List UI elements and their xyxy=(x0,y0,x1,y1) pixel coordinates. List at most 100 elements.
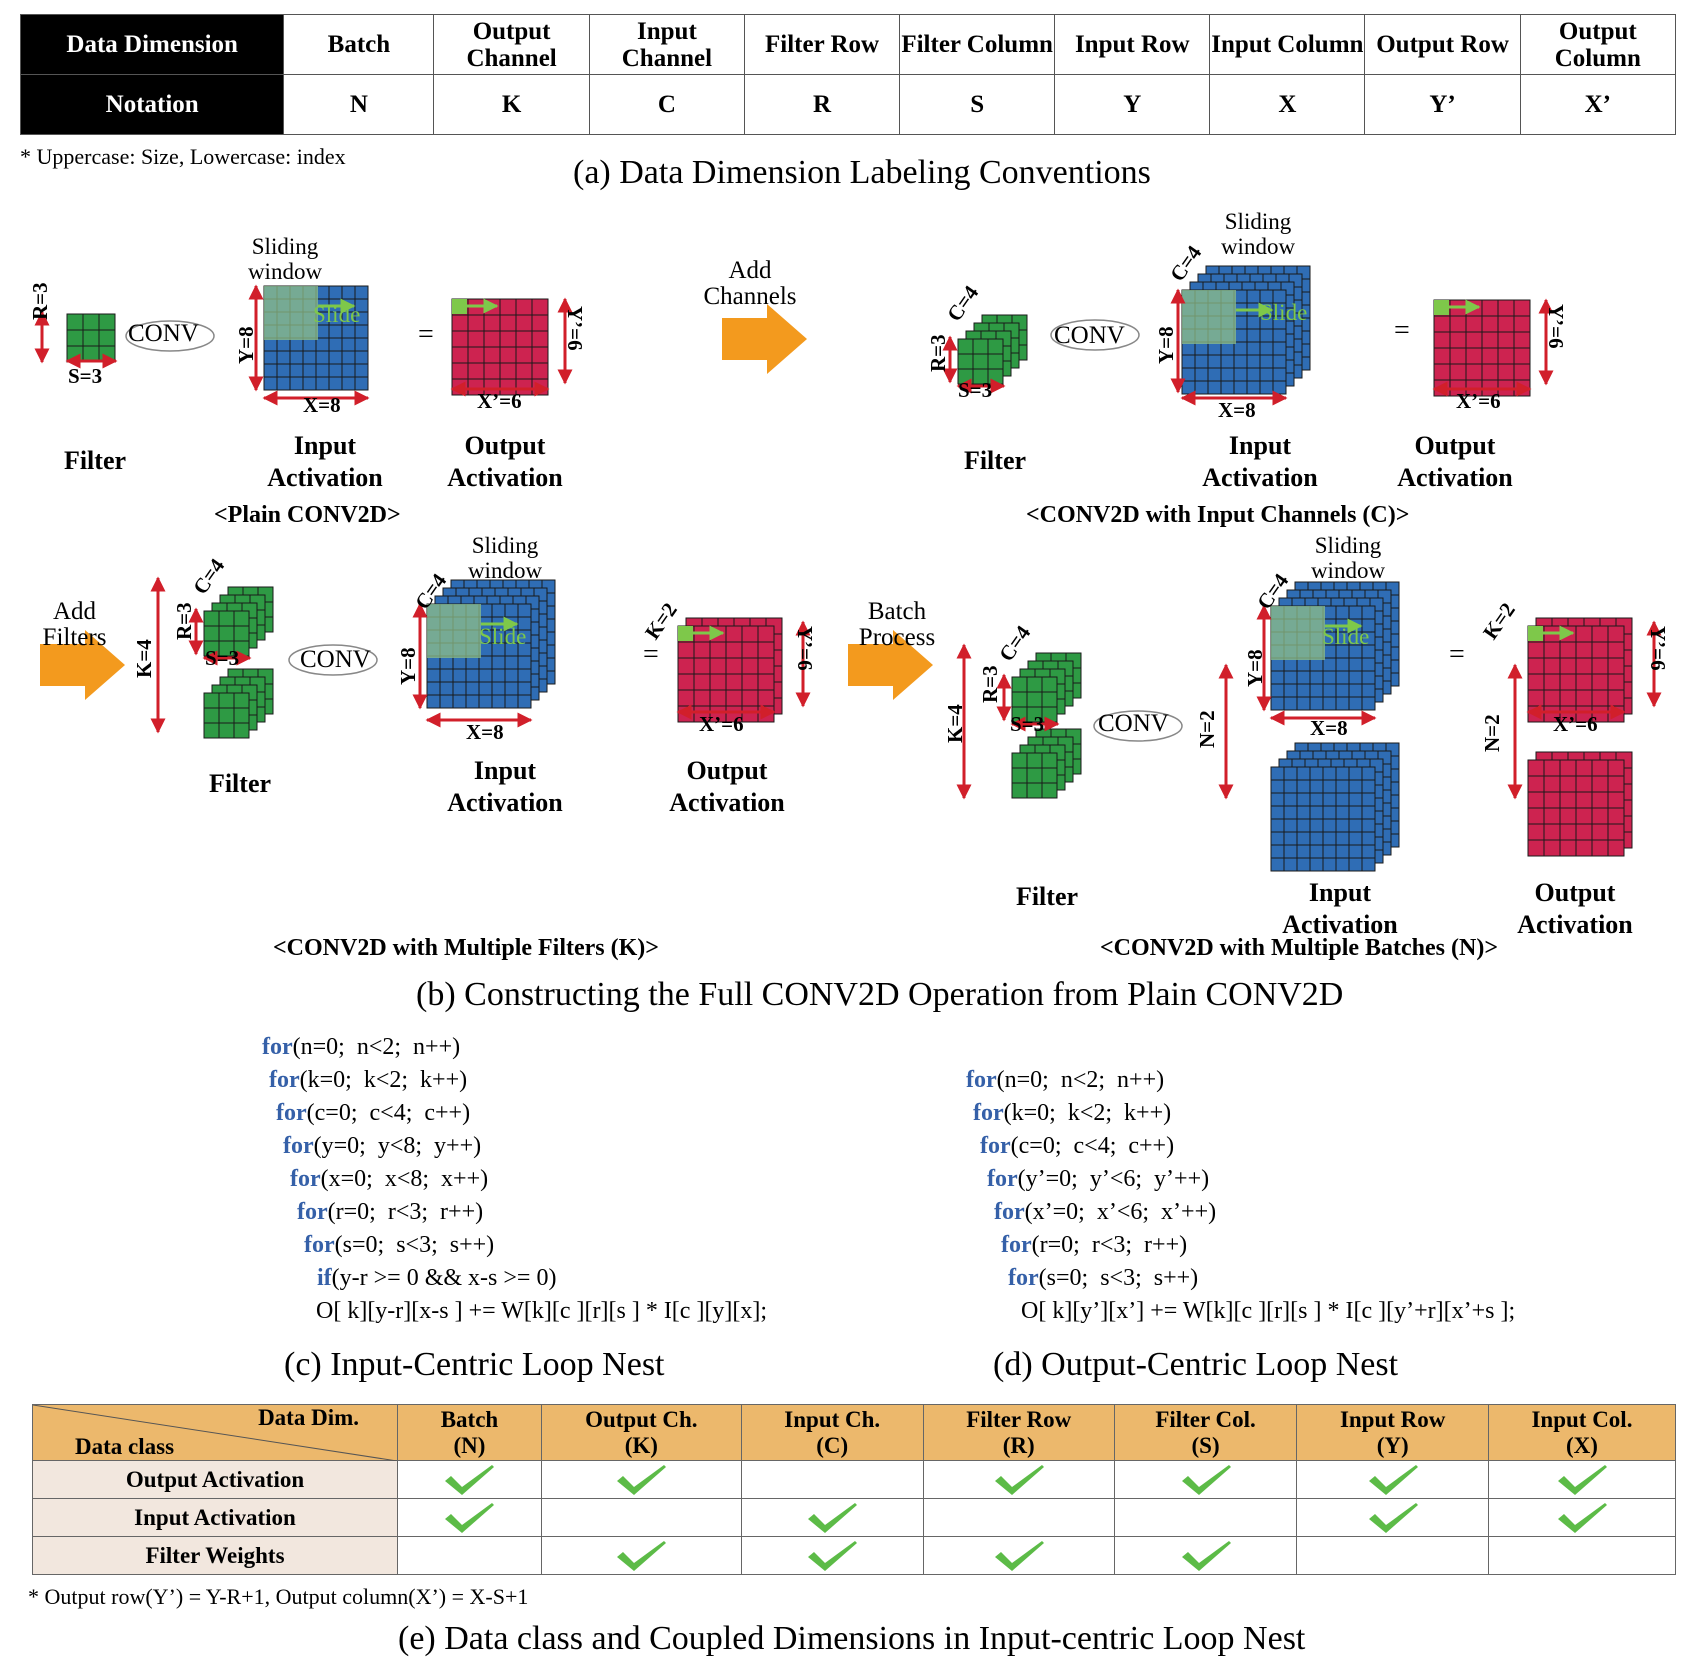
check-cell xyxy=(540,1460,742,1499)
if-keyword: if xyxy=(317,1265,332,1291)
row-header-notation: Notation xyxy=(19,74,285,135)
check-icon xyxy=(1557,1464,1607,1495)
dim-header: Output Channel xyxy=(433,14,590,75)
row-label: Output Activation xyxy=(32,1460,398,1499)
output-activation-label: Output Activation xyxy=(1397,431,1513,492)
output-activation-label: Output Activation xyxy=(447,431,563,492)
filter-stack xyxy=(1011,752,1058,799)
caption-d: (d) Output-Centric Loop Nest xyxy=(993,1346,1399,1383)
if-line: if(y-r >= 0 && x-s >= 0) xyxy=(317,1262,556,1295)
check-cell xyxy=(1113,1536,1298,1575)
label-s: S=3 xyxy=(68,364,103,388)
check-cell xyxy=(922,1536,1115,1575)
for-keyword: for xyxy=(973,1100,1004,1126)
check-icon xyxy=(994,1540,1044,1571)
input-activation-label: Input Activation xyxy=(1282,878,1398,939)
label-r: R=3 xyxy=(28,282,52,320)
label-s: S=3 xyxy=(205,646,240,670)
loop-header: (c=0; c<4; c++) xyxy=(306,1100,471,1126)
row-header-dimension: Data Dimension xyxy=(19,14,285,75)
label-yp: Y’=6 xyxy=(793,626,817,671)
conv-ellipse xyxy=(288,644,378,676)
check-cell xyxy=(1296,1498,1489,1537)
column-header: Batch (N) xyxy=(397,1404,542,1461)
dim-header: Output Column xyxy=(1519,14,1677,75)
row-label: Input Activation xyxy=(32,1498,398,1537)
label-k: K=4 xyxy=(943,704,967,743)
subtitle-channels: <CONV2D with Input Channels (C)> xyxy=(1026,502,1410,528)
add-filters-label: Add Filters xyxy=(42,598,107,651)
sliding-window-label: Sliding window xyxy=(467,533,543,583)
batch-process-label: Batch Process xyxy=(858,598,936,651)
notation-cell: N xyxy=(283,74,435,135)
label-n2: N=2 xyxy=(1480,714,1504,752)
notation-cell: C xyxy=(588,74,746,135)
conv-label: CONV xyxy=(300,646,371,673)
loop-line: for(s=0; s<3; s++) xyxy=(1008,1262,1198,1295)
label-k: K=4 xyxy=(132,639,156,678)
for-keyword: for xyxy=(980,1133,1011,1159)
label-xp: X’=6 xyxy=(699,712,744,736)
loop-line: for(y’=0; y’<6; y’++) xyxy=(987,1163,1209,1196)
sliding-window xyxy=(1271,606,1325,660)
check-cell xyxy=(1296,1536,1489,1575)
check-cell xyxy=(540,1536,742,1575)
label-n: N=2 xyxy=(1195,710,1219,748)
for-keyword: for xyxy=(276,1100,307,1126)
loop-header: (c=0; c<4; c++) xyxy=(1010,1133,1175,1159)
slide-label: Slide xyxy=(313,302,361,327)
footnote-e: * Output row(Y’) = Y-R+1, Output column(… xyxy=(28,1584,529,1609)
notation-cell: R xyxy=(744,74,901,135)
caption-e: (e) Data class and Coupled Dimensions in… xyxy=(398,1620,1306,1657)
for-keyword: for xyxy=(987,1166,1018,1192)
slide-label: Slide xyxy=(479,624,527,649)
sliding-window-label: Sliding window xyxy=(1310,533,1386,583)
notation-cell: S xyxy=(899,74,1056,135)
check-cell xyxy=(740,1536,924,1575)
subtitle-batches: <CONV2D with Multiple Batches (N)> xyxy=(1100,935,1498,961)
loop-statement: O[ k][y-r][x-s ] += W[k][c ][r][s ] * I[… xyxy=(316,1298,768,1324)
label-yp: Y’=6 xyxy=(1646,626,1670,671)
loop-header: (r=0; r<3; r++) xyxy=(1031,1232,1188,1258)
check-cell xyxy=(397,1536,542,1575)
for-keyword: for xyxy=(966,1067,997,1093)
label-s: S=3 xyxy=(1010,712,1045,736)
loop-header: (s=0; s<3; s++) xyxy=(334,1232,495,1258)
loop-line: for(k=0; k<2; k++) xyxy=(973,1097,1171,1130)
input-activation-label: Input Activation xyxy=(447,756,563,817)
check-cell xyxy=(1487,1460,1677,1499)
check-icon xyxy=(994,1464,1044,1495)
sliding-window-label: Sliding window xyxy=(1220,209,1296,259)
check-cell xyxy=(397,1498,542,1537)
dim-header: Input Row xyxy=(1054,14,1211,75)
check-icon xyxy=(808,1502,858,1533)
loop-header: (n=0; n<2; n++) xyxy=(292,1034,461,1060)
input-activation-label: Input Activation xyxy=(1202,431,1318,492)
corner-diagonal xyxy=(33,1405,397,1461)
sliding-window xyxy=(427,604,481,658)
orange-arrow xyxy=(848,630,933,700)
notation-cell: Y’ xyxy=(1364,74,1521,135)
for-keyword: for xyxy=(994,1199,1025,1225)
label-x: X=8 xyxy=(1310,716,1348,740)
for-keyword: for xyxy=(262,1034,293,1060)
subtitle-plain: <Plain CONV2D> xyxy=(214,502,401,528)
slide-label: Slide xyxy=(1260,300,1308,325)
loop-line: for(s=0; s<3; s++) xyxy=(304,1229,494,1262)
table-corner: Data Dim. Data class xyxy=(32,1404,398,1461)
check-icon xyxy=(1557,1502,1607,1533)
input-activation-label: Input Activation xyxy=(267,431,383,492)
check-icon xyxy=(445,1502,495,1533)
output-activation-label: Output Activation xyxy=(669,756,785,817)
row-label: Filter Weights xyxy=(32,1536,398,1575)
check-cell xyxy=(740,1498,924,1537)
check-icon xyxy=(617,1540,667,1571)
loop-line: for(c=0; c<4; c++) xyxy=(276,1097,470,1130)
label-r: R=3 xyxy=(926,334,950,372)
orange-arrow xyxy=(40,630,125,700)
sliding-window xyxy=(264,286,318,340)
loop-line: for(x=0; x<8; x++) xyxy=(290,1163,488,1196)
for-keyword: for xyxy=(1001,1232,1032,1258)
label-y: Y=8 xyxy=(234,326,258,364)
